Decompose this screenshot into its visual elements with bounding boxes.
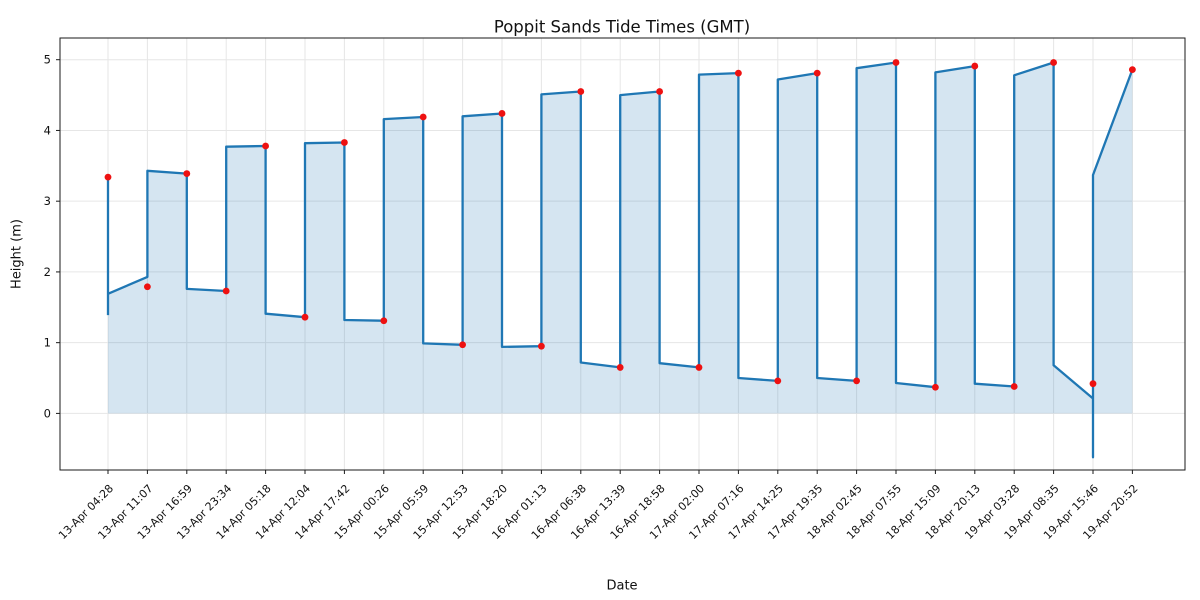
event-marker [419,113,427,121]
y-tick-label: 4 [44,123,51,137]
event-marker [1050,59,1057,66]
y-tick-label: 0 [44,406,51,420]
event-marker [577,88,585,95]
event-marker [262,142,269,150]
event-marker [1010,383,1018,390]
event-marker [892,59,900,66]
event-marker [656,88,663,95]
event-marker [1129,66,1136,74]
event-marker [183,170,191,177]
event-marker [813,69,821,77]
event-marker [695,364,703,371]
event-marker [853,377,860,385]
chart-title: Poppit Sands Tide Times (GMT) [493,17,751,37]
event-marker [774,377,782,385]
event-marker [538,342,545,350]
event-marker [498,110,506,117]
y-tick-label: 5 [44,53,51,67]
event-marker [1089,380,1097,388]
y-tick-label: 2 [44,265,51,279]
event-marker [380,317,388,325]
event-marker [104,173,112,181]
event-marker [932,383,939,391]
x-axis-label: Date [606,578,638,594]
event-marker [735,69,742,77]
event-marker [616,364,624,371]
event-marker [341,139,348,146]
plot-border [59,37,1186,471]
event-marker [222,287,230,295]
event-marker [459,341,466,349]
y-axis-label: Height (m) [9,219,25,289]
event-marker [144,283,151,291]
event-marker [301,313,309,321]
y-tick-label: 1 [44,336,51,350]
event-marker [971,62,979,70]
y-tick-label: 3 [44,194,51,208]
